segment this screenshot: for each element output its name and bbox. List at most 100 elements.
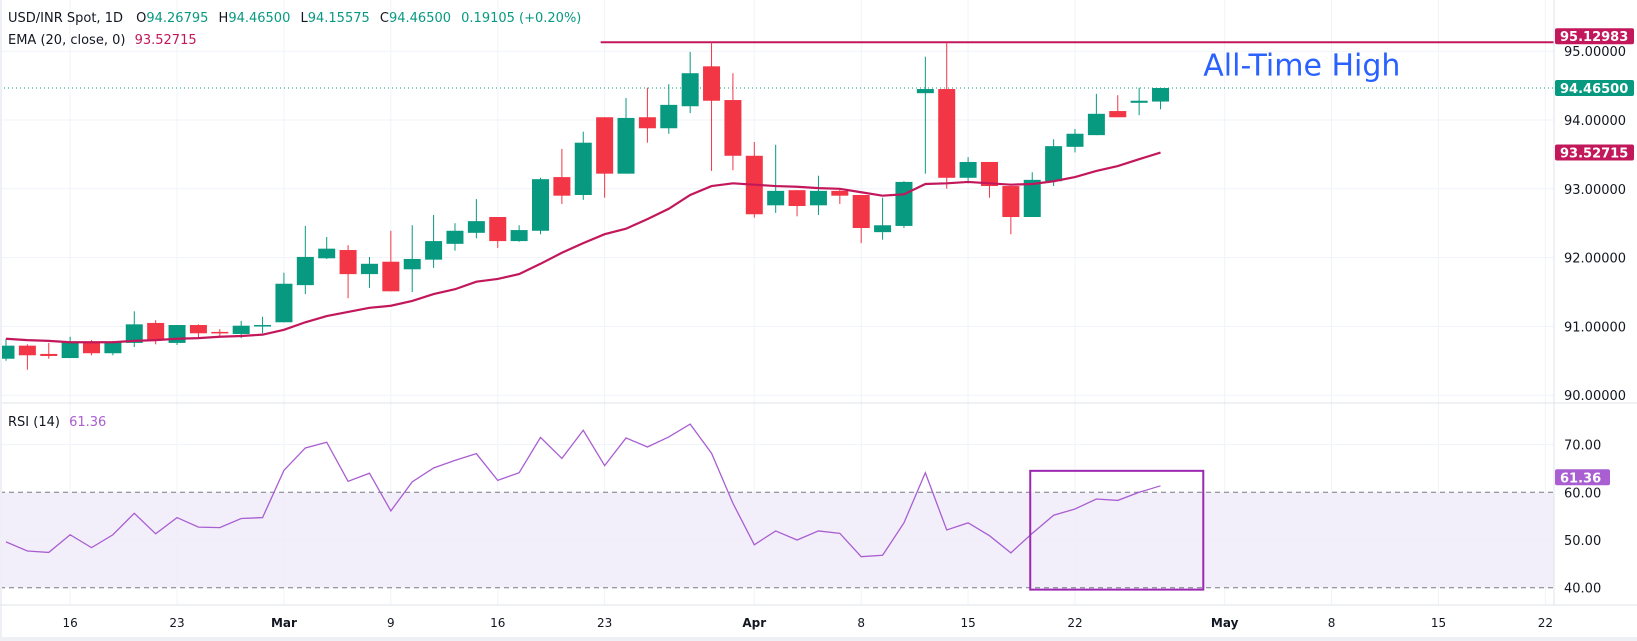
candle-body	[1152, 88, 1170, 102]
rsi-highlight-box[interactable]	[1029, 469, 1205, 591]
candle[interactable]	[18, 344, 36, 370]
candle[interactable]	[296, 225, 314, 295]
candle[interactable]	[959, 157, 977, 184]
candles	[0, 42, 1170, 370]
candle[interactable]	[0, 338, 15, 361]
time-tick-label: 22	[1067, 616, 1082, 630]
candle-body	[574, 142, 592, 195]
candle-body	[852, 194, 870, 229]
candle-body	[254, 325, 272, 327]
candle[interactable]	[403, 225, 421, 292]
left-edge	[0, 0, 2, 641]
candle[interactable]	[360, 256, 378, 288]
candle-body	[446, 230, 464, 244]
change-value: 0.19105 (+0.20%)	[461, 11, 582, 26]
candle[interactable]	[617, 97, 635, 174]
candle-body	[1087, 113, 1105, 136]
candle[interactable]	[874, 197, 892, 240]
candle[interactable]	[574, 131, 592, 200]
candle-body	[703, 66, 721, 101]
candle-body	[617, 117, 635, 174]
candle-body	[831, 190, 849, 196]
candle[interactable]	[425, 214, 443, 268]
candle[interactable]	[275, 272, 293, 323]
candle[interactable]	[489, 217, 507, 248]
ema-legend[interactable]: EMA (20, close, 0) 93.52715	[8, 33, 197, 48]
candle[interactable]	[168, 325, 186, 345]
candle[interactable]	[510, 225, 528, 242]
candle-body	[425, 241, 443, 260]
candle[interactable]	[1045, 139, 1063, 187]
candle[interactable]	[189, 324, 207, 339]
price-axis[interactable]: 95.00000 94.00000 93.00000 92.00000 91.00000…	[1564, 45, 1626, 404]
candle[interactable]	[318, 236, 336, 259]
candle[interactable]	[938, 42, 956, 189]
candle-body	[510, 230, 528, 242]
candle-body	[232, 325, 250, 334]
candle[interactable]	[831, 188, 849, 204]
candle[interactable]	[1130, 87, 1148, 116]
rsi-label: RSI (14)	[8, 415, 60, 430]
candle[interactable]	[467, 199, 485, 239]
candle[interactable]	[382, 230, 400, 292]
candle[interactable]	[254, 316, 272, 334]
candle[interactable]	[1066, 128, 1084, 153]
candle[interactable]	[767, 144, 785, 213]
candle[interactable]	[596, 117, 614, 198]
symbol-title: USD/INR Spot, 1D	[8, 11, 123, 26]
candle[interactable]	[703, 42, 721, 171]
ema-price-badge: 93.52715	[1555, 144, 1634, 162]
candle[interactable]	[532, 177, 549, 235]
candle[interactable]	[1023, 172, 1041, 218]
candle[interactable]	[61, 336, 79, 359]
candle-body	[339, 250, 357, 275]
candle[interactable]	[681, 51, 699, 114]
candle[interactable]	[745, 142, 763, 218]
candle-body	[788, 190, 806, 206]
candle[interactable]	[1087, 93, 1105, 136]
candle[interactable]	[724, 73, 742, 171]
rsi-band-fill	[0, 492, 1554, 588]
candle-body	[0, 345, 15, 359]
candle[interactable]	[553, 148, 571, 204]
time-tick-label: 23	[597, 616, 612, 630]
candle-body	[189, 325, 207, 334]
candle[interactable]	[211, 329, 229, 337]
candle[interactable]	[638, 87, 656, 143]
candle[interactable]	[446, 223, 464, 251]
open-key: O	[136, 11, 147, 26]
candle-body	[638, 117, 656, 129]
candle-body	[1066, 133, 1084, 147]
ath-price-badge-bg	[1555, 28, 1634, 45]
last-price-badge: 94.46500	[1555, 80, 1634, 97]
open-value: 94.26795	[146, 11, 209, 26]
candle[interactable]	[809, 175, 827, 215]
candle[interactable]	[788, 190, 806, 217]
candle-body	[1023, 179, 1041, 218]
candle[interactable]	[339, 245, 357, 299]
time-axis[interactable]: 16 23 Mar 9 16 23 Apr 8 15 22 May 8 15 22	[62, 616, 1553, 630]
candle-body	[18, 345, 36, 356]
time-tick-label: May	[1211, 616, 1239, 630]
candle[interactable]	[895, 181, 913, 229]
candle[interactable]	[40, 342, 58, 359]
candle-body	[596, 117, 614, 174]
ema-price-badge-text: 93.52715	[1560, 147, 1628, 162]
rsi-axis[interactable]: 70.00 60.00 50.00 40.00	[1564, 439, 1601, 597]
candle[interactable]	[1002, 186, 1020, 235]
rsi-tick-label: 70.00	[1564, 439, 1601, 454]
rsi-tick-label: 50.00	[1564, 534, 1601, 549]
symbol-legend[interactable]: USD/INR Spot, 1D O94.26795 H94.46500 L94…	[8, 11, 581, 26]
rsi-legend[interactable]: RSI (14) 61.36	[8, 415, 106, 430]
candle[interactable]	[1152, 88, 1170, 110]
candle[interactable]	[980, 161, 998, 198]
all-time-high-label[interactable]: All-Time High	[1203, 48, 1400, 83]
candle-body	[916, 89, 934, 94]
last-price-badge-bg	[1555, 80, 1634, 97]
candle[interactable]	[916, 56, 934, 174]
candle[interactable]	[852, 194, 870, 244]
candle[interactable]	[660, 84, 678, 134]
candle[interactable]	[1109, 95, 1127, 118]
time-tick-label: 9	[387, 616, 395, 630]
